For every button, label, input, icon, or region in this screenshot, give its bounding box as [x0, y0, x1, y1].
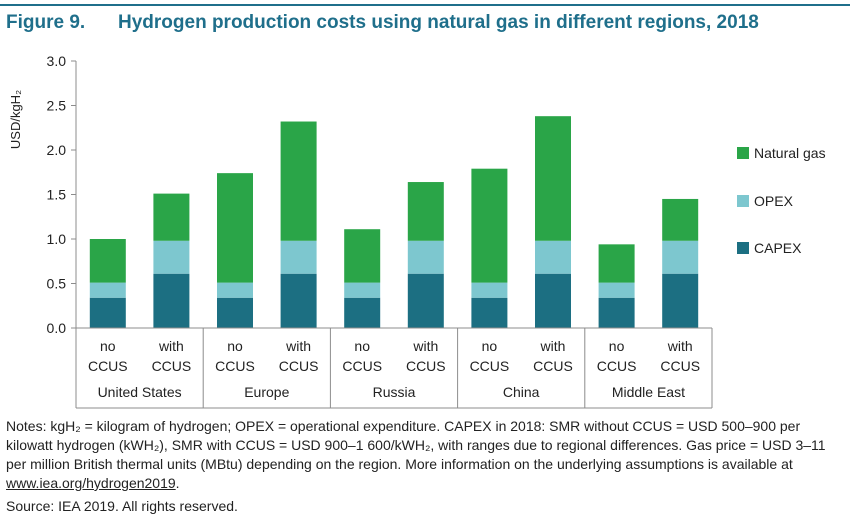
x-tick-label: CCUS — [342, 358, 382, 374]
x-group-label: China — [503, 384, 540, 400]
bar-segment-opex — [471, 282, 508, 298]
bar-segment-opex — [407, 240, 444, 274]
bars — [89, 116, 699, 328]
x-tick-label: CCUS — [279, 358, 319, 374]
x-tick-label: no — [609, 338, 625, 354]
bar-segment-opex — [598, 282, 635, 298]
bar-segment-capex — [217, 297, 253, 328]
x-tick-label: CCUS — [88, 358, 128, 374]
y-axis: 0.0 0.5 1.0 1.5 2.0 2.5 3.0 — [47, 53, 77, 336]
figure-label: Figure 9. — [6, 12, 86, 33]
y-tick-label: 2.0 — [47, 142, 67, 158]
bar-segment-capex — [153, 273, 190, 328]
bar-segment-capex — [535, 273, 571, 328]
x-tick-label: with — [158, 338, 184, 354]
legend-label: OPEX — [754, 193, 794, 209]
legend-swatch — [737, 195, 749, 207]
bar-segment-natural-gas — [153, 193, 190, 241]
y-tick-label: 3.0 — [47, 53, 67, 69]
bar-segment-capex — [407, 273, 444, 328]
bar-segment-natural-gas — [280, 121, 317, 241]
bar-segment-natural-gas — [89, 239, 126, 283]
bar-segment-opex — [89, 282, 126, 298]
top-rule — [0, 4, 850, 6]
bar-segment-opex — [153, 240, 190, 274]
x-tick-label: CCUS — [152, 358, 192, 374]
x-tick-label: with — [412, 338, 438, 354]
x-group-label: Europe — [244, 384, 289, 400]
notes-text: Notes: kgH₂ = kilogram of hydrogen; OPEX… — [6, 418, 826, 472]
x-tick-label: no — [100, 338, 116, 354]
y-tick-label: 1.5 — [47, 187, 67, 203]
bar-segment-natural-gas — [598, 244, 635, 283]
legend: Natural gas OPEX CAPEX — [737, 145, 826, 256]
y-tick-label: 2.5 — [47, 98, 67, 114]
x-tick-label: CCUS — [406, 358, 446, 374]
notes-link[interactable]: www.iea.org/hydrogen2019 — [6, 475, 176, 491]
legend-label: CAPEX — [754, 240, 802, 256]
bar-segment-opex — [280, 240, 317, 274]
x-group-label: United States — [98, 384, 182, 400]
bar-segment-capex — [344, 297, 381, 328]
bar-segment-opex — [217, 282, 253, 298]
x-tick-label: CCUS — [215, 358, 255, 374]
y-tick-label: 0.5 — [47, 276, 67, 292]
legend-swatch — [737, 147, 749, 159]
bar-segment-opex — [344, 282, 381, 298]
chart-title: Hydrogen production costs using natural … — [118, 12, 759, 33]
source-line: Source: IEA 2019. All rights reserved. — [6, 498, 238, 514]
bar-segment-natural-gas — [217, 173, 253, 283]
bar-segment-opex — [535, 240, 571, 274]
bar-segment-capex — [280, 273, 317, 328]
bar-segment-capex — [471, 297, 508, 328]
x-tick-label: no — [354, 338, 370, 354]
x-tick-label: CCUS — [533, 358, 573, 374]
bar-segment-natural-gas — [471, 168, 508, 283]
stacked-bar-chart: 0.0 0.5 1.0 1.5 2.0 2.5 3.0 no CCUS with CCUS no CC… — [8, 53, 826, 409]
x-tick-label: no — [482, 338, 498, 354]
x-tick-label: no — [227, 338, 243, 354]
notes-end: . — [175, 475, 180, 491]
legend-label: Natural gas — [754, 145, 826, 161]
x-tick-label: with — [540, 338, 566, 354]
y-tick-label: 1.0 — [47, 231, 67, 247]
bar-segment-natural-gas — [407, 182, 444, 241]
y-axis-label: USD/kgH₂ — [8, 90, 23, 149]
y-tick-label: 0.0 — [47, 320, 67, 336]
x-group-label: Middle East — [612, 384, 685, 400]
bar-segment-capex — [662, 273, 699, 328]
x-tick-label: with — [285, 338, 311, 354]
x-axis: no CCUS with CCUS no CCUS with CCUS no CCUS with CC… — [75, 327, 713, 409]
bar-segment-capex — [89, 297, 126, 328]
x-tick-label: CCUS — [660, 358, 700, 374]
notes: Notes: kgH₂ = kilogram of hydrogen; OPEX… — [6, 417, 846, 493]
x-tick-label: with — [667, 338, 693, 354]
bar-segment-natural-gas — [535, 116, 571, 241]
x-tick-label: CCUS — [470, 358, 510, 374]
bar-segment-natural-gas — [662, 198, 699, 241]
x-group-label: Russia — [373, 384, 416, 400]
bar-segment-opex — [662, 240, 699, 274]
legend-swatch — [737, 242, 749, 254]
x-tick-label: CCUS — [597, 358, 637, 374]
bar-segment-capex — [598, 297, 635, 328]
bar-segment-natural-gas — [344, 229, 381, 283]
